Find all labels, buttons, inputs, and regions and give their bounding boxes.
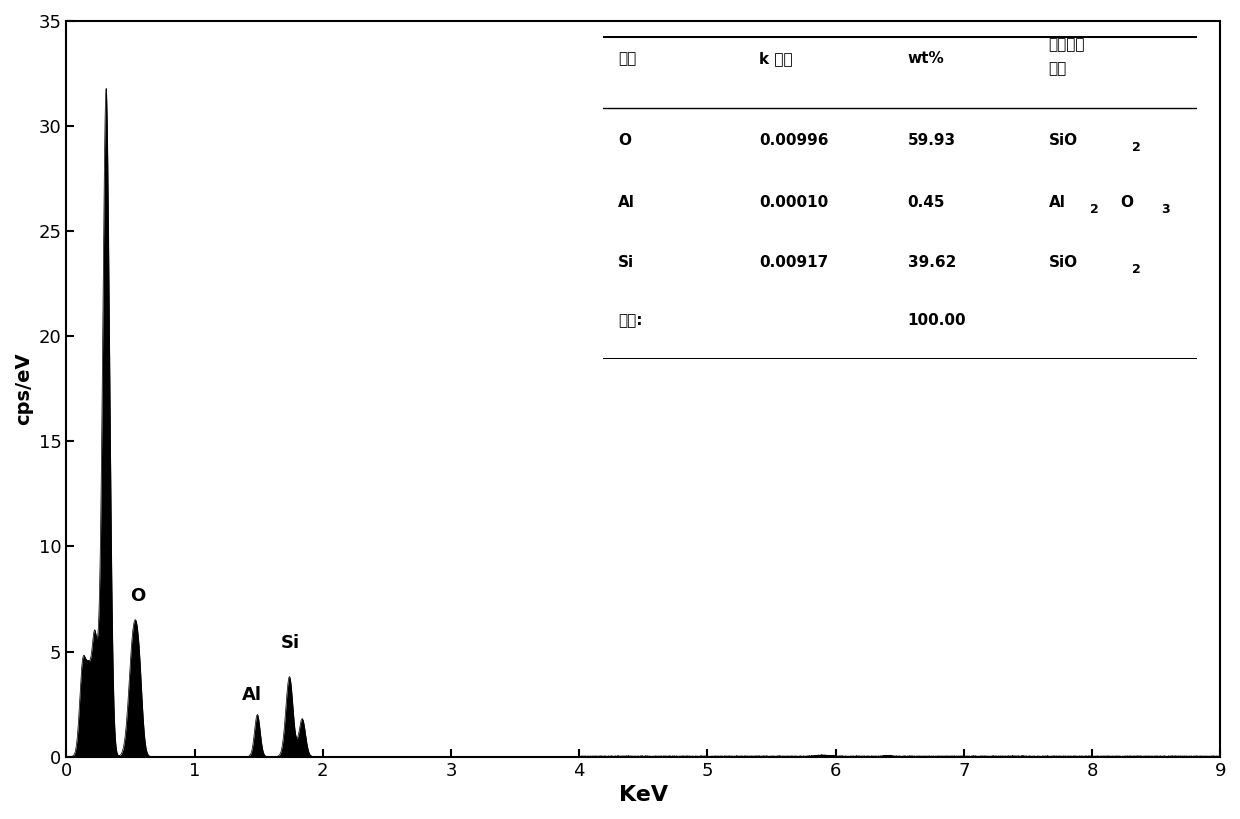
X-axis label: KeV: KeV [619, 785, 668, 805]
Y-axis label: cps/eV: cps/eV [14, 352, 33, 425]
Text: Si: Si [281, 634, 300, 652]
Text: O: O [130, 587, 146, 605]
Text: Al: Al [242, 686, 262, 704]
